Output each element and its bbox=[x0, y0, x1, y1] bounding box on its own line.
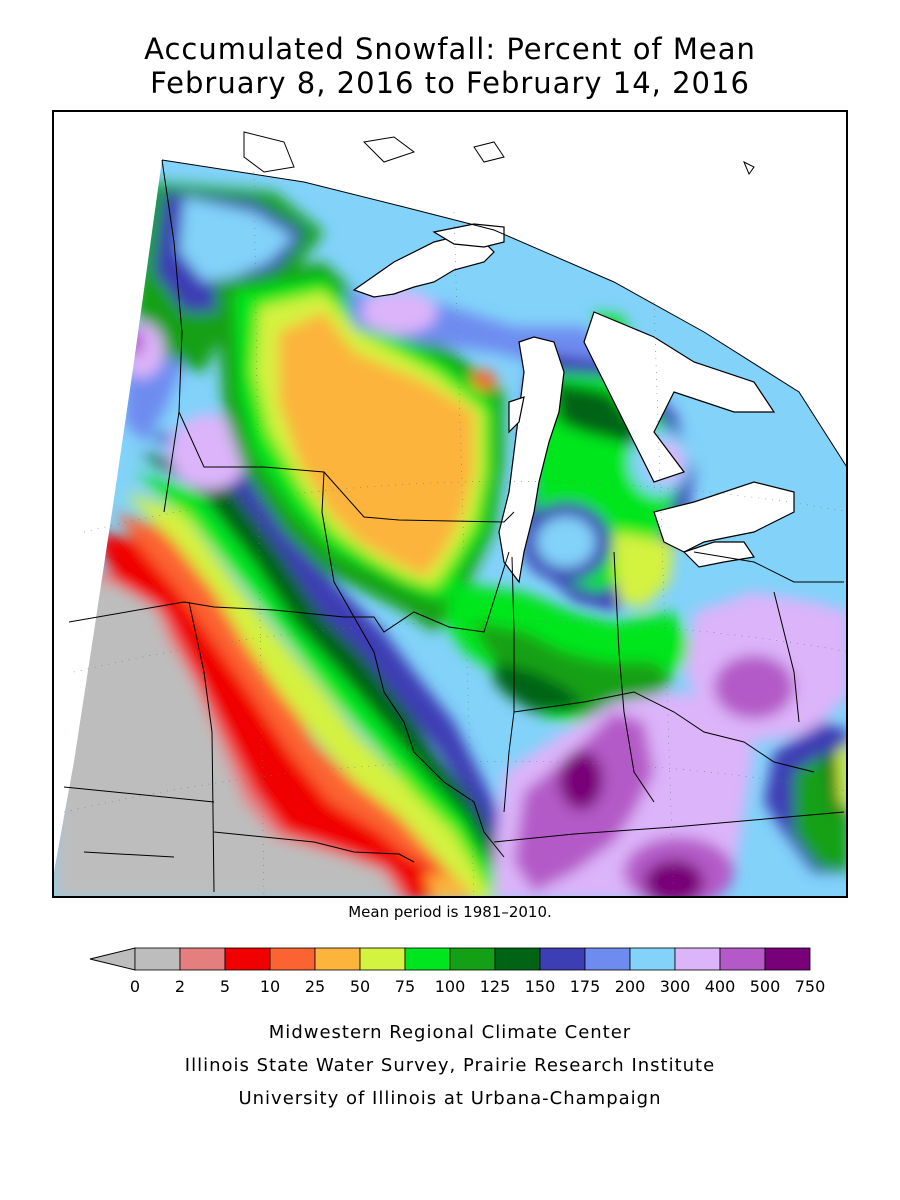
legend-tick-label: 400 bbox=[705, 977, 736, 996]
great-lakes bbox=[352, 223, 795, 584]
canada-outline bbox=[243, 131, 755, 176]
legend-swatch bbox=[359, 947, 406, 971]
legend-tick-label: 0 bbox=[130, 977, 140, 996]
legend-tick-label: 125 bbox=[480, 977, 511, 996]
color-legend: 0 2 5 10 25 50 75 100 125 150 175 200 300 400 500 750 bbox=[89, 947, 826, 996]
legend-swatch bbox=[764, 947, 811, 971]
snowfall-map bbox=[54, 131, 846, 896]
legend-swatch bbox=[584, 947, 631, 971]
legend-tick-label: 200 bbox=[615, 977, 646, 996]
legend-tick-label: 75 bbox=[395, 977, 415, 996]
graticule bbox=[63, 171, 846, 896]
legend-swatch bbox=[269, 947, 316, 971]
state-borders bbox=[63, 159, 845, 893]
legend-tick-label: 50 bbox=[350, 977, 370, 996]
legend-arrow bbox=[89, 947, 136, 971]
legend-swatch bbox=[179, 947, 226, 971]
legend-swatch bbox=[314, 947, 361, 971]
mean-period-note: Mean period is 1981–2010. bbox=[348, 903, 552, 921]
credit-uiuc: University of Illinois at Urbana-Champai… bbox=[238, 1088, 662, 1109]
legend-tick-label: 100 bbox=[435, 977, 466, 996]
map-date-range: February 8, 2016 to February 14, 2016 bbox=[150, 66, 750, 100]
legend-swatch bbox=[449, 947, 496, 971]
legend-swatch bbox=[134, 947, 181, 971]
legend-swatch bbox=[539, 947, 586, 971]
legend-tick-label: 25 bbox=[305, 977, 325, 996]
legend-swatch bbox=[494, 947, 541, 971]
legend-swatch bbox=[719, 947, 766, 971]
domain-boundary bbox=[161, 159, 846, 467]
legend-tick-label: 500 bbox=[750, 977, 781, 996]
credit-isws: Illinois State Water Survey, Prairie Res… bbox=[184, 1055, 716, 1076]
legend-tick-label: 150 bbox=[525, 977, 556, 996]
legend-tick-label: 750 bbox=[795, 977, 826, 996]
legend-swatch bbox=[224, 947, 271, 971]
legend-tick-label: 175 bbox=[570, 977, 601, 996]
map-title: Accumulated Snowfall: Percent of Mean bbox=[144, 32, 756, 66]
legend-swatch bbox=[674, 947, 721, 971]
legend-tick-label: 10 bbox=[260, 977, 280, 996]
legend-tick-label: 300 bbox=[660, 977, 691, 996]
legend-tick-label: 2 bbox=[175, 977, 185, 996]
legend-tick-label: 5 bbox=[220, 977, 230, 996]
map-panel bbox=[52, 110, 848, 898]
legend-swatch bbox=[404, 947, 451, 971]
credit-mrcc: Midwestern Regional Climate Center bbox=[268, 1022, 632, 1043]
legend-swatch bbox=[629, 947, 676, 971]
